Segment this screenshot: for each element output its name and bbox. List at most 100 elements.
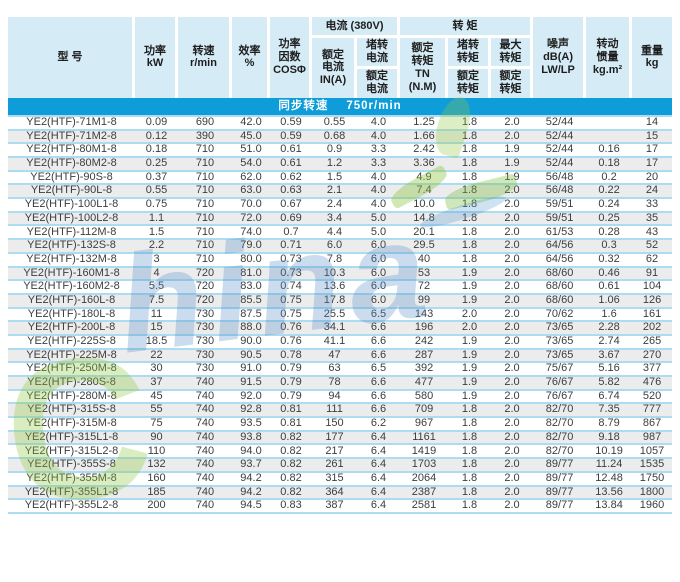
cell-locked-torque-ratio: 2.0 <box>448 322 492 336</box>
cell-weight: 1750 <box>632 472 673 487</box>
cell-rated-current: 2.4 <box>312 198 357 213</box>
cell-speed: 740 <box>178 417 232 432</box>
cell-rated-torque: 7.4 <box>400 185 449 200</box>
cell-model: YE2(HTF)-132S-8 <box>8 240 135 254</box>
cell-efficiency: 91.0 <box>232 363 270 377</box>
cell-rated-torque: 1.66 <box>400 130 449 145</box>
cell-noise: 89/77 <box>533 459 587 473</box>
cell-cos-phi: 0.79 <box>270 363 312 377</box>
cell-noise: 56/48 <box>533 185 587 200</box>
cell-model: YE2(HTF)-160L-8 <box>8 294 135 309</box>
cell-speed: 740 <box>178 445 232 460</box>
cell-speed: 740 <box>178 431 232 446</box>
cell-rated-current: 47 <box>312 349 357 364</box>
cell-cos-phi: 0.75 <box>270 308 312 323</box>
cell-max-torque-ratio: 2.0 <box>491 116 534 131</box>
cell-model: YE2(HTF)-160M1-8 <box>8 267 135 282</box>
cell-rated-torque: 72 <box>400 281 449 295</box>
cell-max-torque-ratio: 2.0 <box>491 281 534 295</box>
cell-model: YE2(HTF)-100L2-8 <box>8 212 135 227</box>
cell-power-kw: 22 <box>135 349 178 364</box>
cell-power-kw: 200 <box>135 500 178 514</box>
table-row: YE2(HTF)-200L-8 15 730 88.0 0.76 34.1 6.6 196 2.… <box>8 322 673 336</box>
cell-power-kw: 3 <box>135 253 178 268</box>
cell-rated-current: 1.2 <box>312 157 357 172</box>
table-row: YE2(HTF)-280S-8 37 740 91.5 0.79 78 6.6 477 1.9 2… <box>8 376 673 391</box>
cell-inertia: 2.28 <box>586 322 633 336</box>
cell-model: YE2(HTF)-71M2-8 <box>8 130 135 145</box>
cell-max-torque-ratio: 2.0 <box>491 349 534 364</box>
cell-power-kw: 0.25 <box>135 157 178 172</box>
table-body: YE2(HTF)-71M1-8 0.09 690 42.0 0.59 0.55 4.0 1.2… <box>8 116 673 514</box>
cell-locked-torque-ratio: 2.0 <box>448 308 492 323</box>
cell-locked-current-ratio: 6.5 <box>357 308 401 323</box>
cell-rated-torque: 2.42 <box>400 144 449 158</box>
cell-speed: 730 <box>178 322 232 336</box>
cell-locked-torque-ratio: 1.8 <box>448 171 492 186</box>
cell-speed: 740 <box>178 472 232 487</box>
cell-max-torque-ratio: 2.0 <box>491 376 534 391</box>
cell-model: YE2(HTF)-80M2-8 <box>8 157 135 172</box>
cell-noise: 89/77 <box>533 486 587 501</box>
cell-efficiency: 83.0 <box>232 281 270 295</box>
cell-model: YE2(HTF)-280M-8 <box>8 390 135 405</box>
cell-model: YE2(HTF)-225S-8 <box>8 335 135 350</box>
table-row: YE2(HTF)-112M-8 1.5 710 74.0 0.7 4.4 5.0 20.1 1.… <box>8 226 673 241</box>
cell-inertia: 2.74 <box>586 335 633 350</box>
cell-max-torque-ratio: 1.9 <box>491 157 534 172</box>
cell-weight: 987 <box>632 431 673 446</box>
cell-weight: 867 <box>632 417 673 432</box>
cell-locked-torque-ratio: 1.8 <box>448 212 492 227</box>
cell-rated-current: 78 <box>312 376 357 391</box>
cell-efficiency: 74.0 <box>232 226 270 241</box>
cell-locked-torque-ratio: 1.8 <box>448 253 492 268</box>
cell-cos-phi: 0.75 <box>270 294 312 309</box>
cell-rated-torque: 14.8 <box>400 212 449 227</box>
cell-max-torque-ratio: 2.0 <box>491 267 534 282</box>
cell-noise: 82/70 <box>533 431 587 446</box>
cell-model: YE2(HTF)-180L-8 <box>8 308 135 323</box>
cell-inertia <box>586 130 633 145</box>
cell-power-kw: 30 <box>135 363 178 377</box>
cell-max-torque-ratio: 2.0 <box>491 130 534 145</box>
cell-locked-current-ratio: 6.6 <box>357 376 401 391</box>
header-power-factor: 功率 因数 COSΦ <box>270 17 312 98</box>
cell-max-torque-ratio: 2.0 <box>491 335 534 350</box>
cell-cos-phi: 0.63 <box>270 185 312 200</box>
cell-model: YE2(HTF)-315L1-8 <box>8 431 135 446</box>
table-row: YE2(HTF)-100L1-8 0.75 710 70.0 0.67 2.4 4.0 10.… <box>8 198 673 213</box>
cell-weight: 91 <box>632 267 673 282</box>
cell-model: YE2(HTF)-355S-8 <box>8 459 135 473</box>
cell-noise: 68/60 <box>533 294 587 309</box>
cell-speed: 710 <box>178 185 232 200</box>
cell-cos-phi: 0.82 <box>270 472 312 487</box>
cell-inertia: 10.19 <box>586 445 633 460</box>
cell-noise: 56/48 <box>533 171 587 186</box>
cell-rated-torque: 709 <box>400 404 449 419</box>
cell-max-torque-ratio: 2.0 <box>491 417 534 432</box>
cell-model: YE2(HTF)-112M-8 <box>8 226 135 241</box>
cell-noise: 52/44 <box>533 116 587 131</box>
cell-locked-current-ratio: 6.5 <box>357 363 401 377</box>
cell-rated-torque: 143 <box>400 308 449 323</box>
cell-power-kw: 7.5 <box>135 294 178 309</box>
table-row: YE2(HTF)-180L-8 11 730 87.5 0.75 25.5 6.5 143 2.… <box>8 308 673 323</box>
cell-max-torque-ratio: 2.0 <box>491 308 534 323</box>
cell-speed: 720 <box>178 281 232 295</box>
cell-locked-current-ratio: 6.6 <box>357 335 401 350</box>
cell-locked-current-ratio: 3.3 <box>357 144 401 158</box>
cell-cos-phi: 0.59 <box>270 130 312 145</box>
header-locked-torque-bottom: 额定 转矩 <box>448 68 492 98</box>
header-torque-group: 转 矩 <box>400 17 534 38</box>
table-row: YE2(HTF)-280M-8 45 740 92.0 0.79 94 6.6 580 1.9 2… <box>8 390 673 405</box>
table-row: YE2(HTF)-132M-8 3 710 80.0 0.73 7.8 6.0 40 1.8 2.… <box>8 253 673 268</box>
table-row: YE2(HTF)-160M2-8 5.5 720 83.0 0.74 13.6 6.0 72 1… <box>8 281 673 295</box>
cell-locked-torque-ratio: 1.8 <box>448 417 492 432</box>
cell-max-torque-ratio: 2.0 <box>491 363 534 377</box>
cell-inertia: 9.18 <box>586 431 633 446</box>
cell-model: YE2(HTF)-80M1-8 <box>8 144 135 158</box>
cell-weight: 33 <box>632 198 673 213</box>
cell-locked-torque-ratio: 1.8 <box>448 445 492 460</box>
cell-power-kw: 0.12 <box>135 130 178 145</box>
header-efficiency: 效率 % <box>232 17 270 98</box>
